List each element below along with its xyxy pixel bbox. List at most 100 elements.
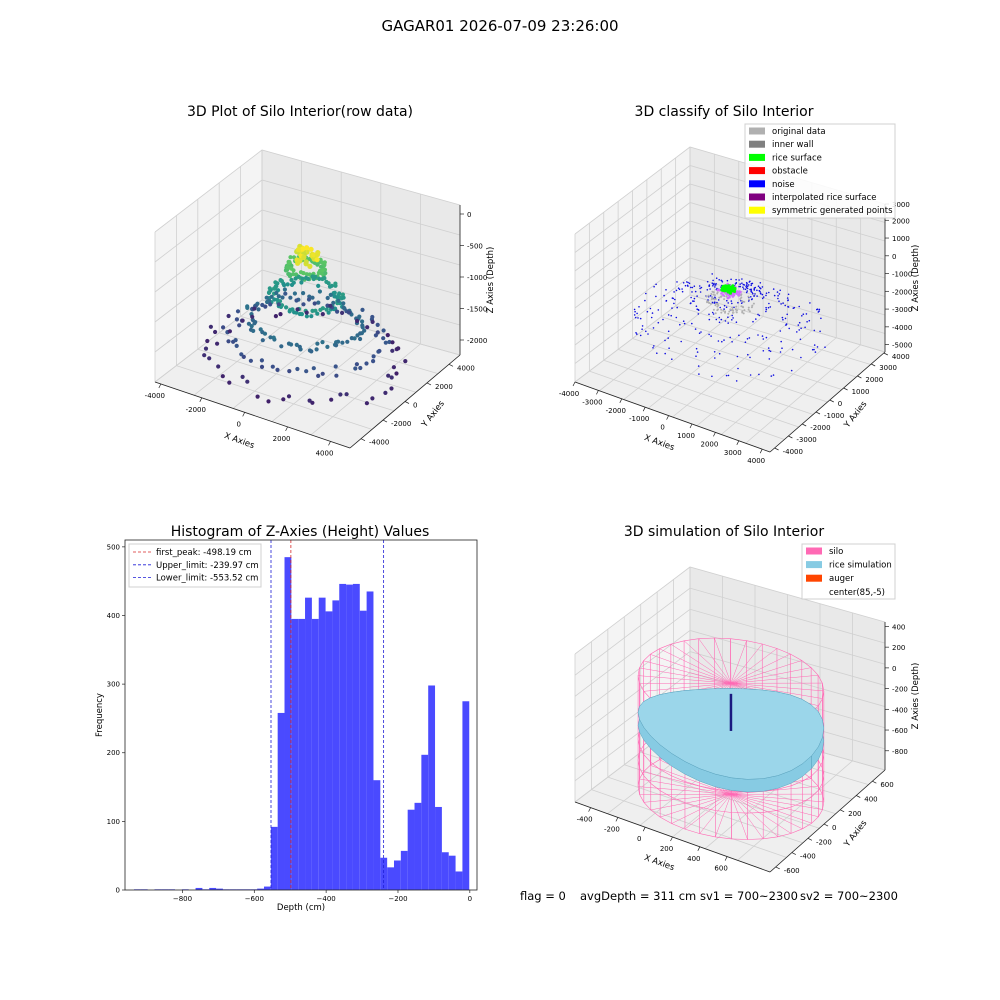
noise-point bbox=[799, 338, 802, 341]
noise-point bbox=[675, 316, 678, 319]
original-point bbox=[722, 309, 725, 312]
raw-point bbox=[353, 366, 358, 371]
noise-point bbox=[708, 284, 711, 286]
histogram-bars bbox=[133, 557, 470, 890]
noise-point bbox=[740, 300, 742, 302]
noise-point bbox=[692, 300, 694, 302]
legend-swatch bbox=[749, 206, 765, 214]
raw-point bbox=[220, 374, 225, 379]
raw-point bbox=[316, 373, 321, 378]
raw-point bbox=[316, 283, 321, 288]
noise-point bbox=[714, 286, 716, 288]
noise-point bbox=[747, 284, 750, 286]
noise-point bbox=[694, 290, 697, 293]
noise-point bbox=[780, 340, 782, 343]
noise-point bbox=[757, 313, 759, 316]
noise-point bbox=[761, 297, 764, 300]
raw-point bbox=[294, 310, 299, 315]
original-point bbox=[740, 296, 743, 299]
noise-point bbox=[695, 347, 698, 350]
raw-point bbox=[311, 366, 316, 371]
noise-point bbox=[730, 300, 733, 302]
y-tick-label: -2000 bbox=[810, 424, 830, 432]
raw-point bbox=[252, 321, 257, 326]
noise-point bbox=[819, 330, 821, 333]
noise-point bbox=[731, 314, 733, 317]
y-tick-label: 500 bbox=[107, 543, 120, 551]
raw-point bbox=[346, 310, 351, 315]
histogram-bar bbox=[380, 857, 388, 890]
noise-point bbox=[780, 303, 782, 305]
raw-point bbox=[327, 284, 333, 289]
x-tick-label: -4000 bbox=[145, 392, 165, 400]
original-point bbox=[741, 300, 744, 303]
noise-point bbox=[800, 356, 802, 359]
x-tick-mark bbox=[588, 807, 591, 812]
x-tick-label: -200 bbox=[604, 825, 620, 833]
noise-point bbox=[781, 316, 784, 319]
raw-point bbox=[334, 373, 339, 378]
y-tick-label: 300 bbox=[107, 681, 120, 689]
x-tick-label: -1000 bbox=[629, 415, 649, 423]
x-tick-label: 0 bbox=[236, 420, 240, 428]
raw-point bbox=[381, 328, 386, 333]
grid-line bbox=[154, 299, 461, 383]
noise-point bbox=[781, 347, 783, 350]
x-tick-mark bbox=[615, 817, 619, 822]
noise-point bbox=[742, 286, 744, 289]
x-tick-mark bbox=[759, 449, 763, 454]
raw-point bbox=[310, 295, 315, 300]
raw-point bbox=[273, 280, 278, 285]
raw-point bbox=[358, 336, 363, 342]
noise-point bbox=[814, 351, 817, 353]
noise-point bbox=[691, 322, 693, 325]
silo-spoke bbox=[730, 794, 824, 803]
grid-line bbox=[574, 587, 886, 676]
raw-point bbox=[381, 336, 386, 341]
noise-point bbox=[730, 278, 732, 281]
x-tick-label: -2000 bbox=[606, 407, 626, 415]
silo-spoke bbox=[730, 794, 792, 834]
z-tick-label: -200 bbox=[892, 686, 908, 694]
original-point bbox=[712, 293, 715, 296]
raw-point bbox=[344, 392, 349, 397]
noise-point bbox=[727, 302, 729, 304]
raw-point bbox=[260, 302, 265, 308]
y-tick-label: -2000 bbox=[391, 420, 411, 428]
raw-point bbox=[337, 291, 342, 296]
silo-spoke bbox=[730, 785, 819, 795]
noise-point bbox=[718, 279, 720, 281]
x-axis-line bbox=[574, 381, 771, 453]
raw-point bbox=[283, 291, 288, 296]
noise-point bbox=[710, 335, 712, 337]
original-point bbox=[752, 302, 755, 305]
original-point bbox=[747, 295, 750, 298]
y-tick-mark bbox=[839, 809, 845, 813]
raw-point bbox=[316, 300, 321, 305]
avg-depth-text: avgDepth = 311 cm bbox=[580, 889, 696, 903]
z-tick-label: -1000 bbox=[892, 271, 912, 279]
noise-point bbox=[750, 289, 752, 292]
noise-point bbox=[696, 295, 698, 297]
original-point bbox=[709, 302, 712, 305]
legend-label: original data bbox=[772, 127, 826, 137]
grid-line bbox=[574, 608, 886, 697]
raw-point bbox=[371, 359, 376, 364]
grid-line bbox=[675, 305, 871, 365]
histogram-bar bbox=[257, 888, 264, 890]
noise-point bbox=[645, 292, 647, 295]
noise-point bbox=[696, 351, 699, 353]
silo-spoke bbox=[650, 794, 732, 811]
grid-line bbox=[574, 220, 886, 309]
raw-point bbox=[202, 353, 207, 358]
raw-point bbox=[383, 340, 388, 345]
raw-point bbox=[259, 358, 264, 363]
x-tick-mark bbox=[666, 415, 669, 420]
raw-point bbox=[299, 312, 304, 317]
grid-line bbox=[240, 316, 439, 374]
y-tick-mark bbox=[871, 363, 876, 367]
original-point bbox=[735, 311, 738, 314]
z-axis-label: Z Axies (Depth) bbox=[911, 245, 921, 312]
original-point bbox=[720, 308, 723, 311]
noise-point bbox=[638, 306, 640, 308]
